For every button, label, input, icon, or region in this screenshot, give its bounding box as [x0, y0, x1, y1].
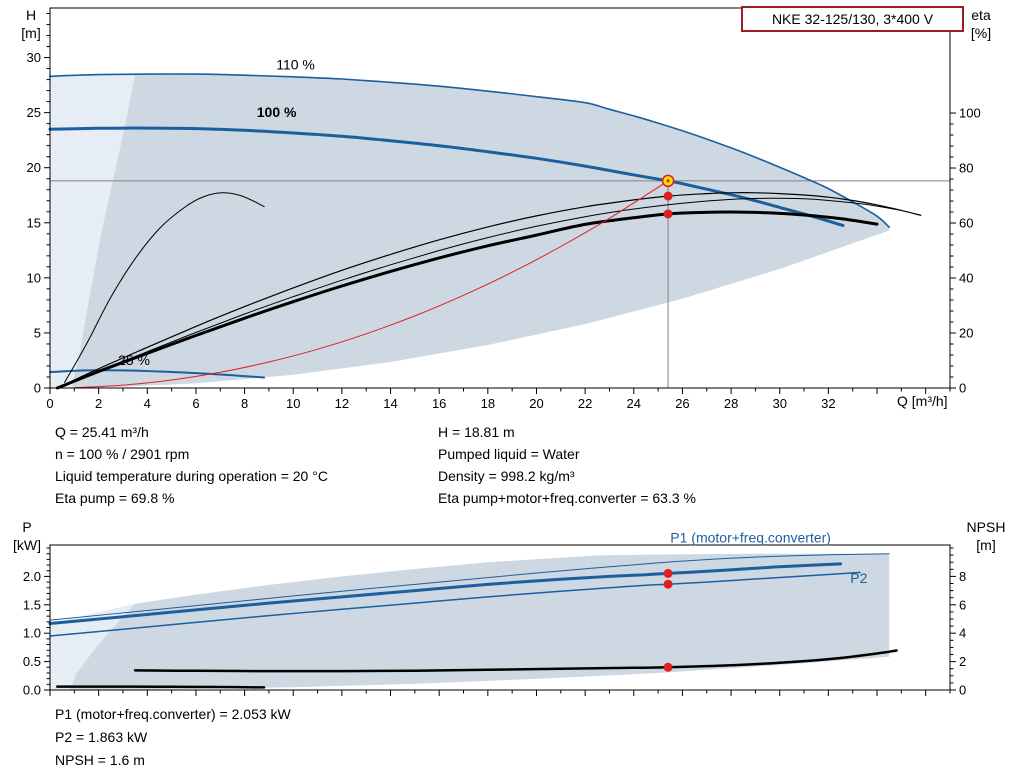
y-tick-label: 1.5: [23, 597, 41, 612]
result-point-marker: [663, 209, 673, 219]
curve-p1-envelope-top: [49, 553, 890, 621]
y2-tick-label: 20: [959, 326, 973, 341]
chart-1: 0.0 0.5 1.0 1.5 2.0 0 2 4 6 8 P1 (motor+freq.conve…: [13, 519, 1005, 698]
y-axis-title: [m]: [21, 25, 40, 41]
liquid-temp-line: Liquid temperature during operation = 20…: [55, 468, 328, 484]
x-tick-label: 0: [46, 396, 53, 411]
y2-axis-title: eta: [971, 7, 991, 23]
curve-p1-motor-freq-converter: [48, 562, 842, 625]
x-tick-label: 32: [821, 396, 835, 411]
curve-npsh-curve: [133, 649, 898, 673]
result-point-marker: [663, 662, 673, 672]
y-tick-label: 15: [27, 215, 41, 230]
p1-value-line: P1 (motor+freq.converter) = 2.053 kW: [55, 706, 291, 722]
power-envelope: [69, 553, 890, 690]
x-tick-label: 8: [241, 396, 248, 411]
duty-results-left-column: Q = 25.41 m³/h n = 100 % / 2901 rpm Liqu…: [55, 421, 328, 509]
pump-model-title-box: NKE 32-125/130, 3*400 V: [741, 6, 964, 32]
x-tick-label: 4: [144, 396, 151, 411]
y-tick-label: 1.0: [23, 626, 41, 641]
eta-total-line: Eta pump+motor+freq.converter = 63.3 %: [438, 490, 696, 506]
plot-border: [49, 544, 951, 691]
result-point-marker: [663, 579, 673, 589]
x-tick-label: 2: [95, 396, 102, 411]
x-tick-label: 20: [529, 396, 543, 411]
y2-tick-label: 60: [959, 216, 973, 231]
speed-value-line: n = 100 % / 2901 rpm: [55, 446, 190, 462]
y-tick-label: 30: [27, 50, 41, 65]
curve-eta-reduced-speed: [64, 192, 265, 383]
operating-point-center-dot: [666, 179, 670, 183]
x-tick-label: 10: [286, 396, 300, 411]
x-axis-title: Q [m³/h]: [897, 393, 948, 409]
y-tick-label: 10: [27, 270, 41, 285]
y2-tick-label: 2: [959, 654, 966, 669]
power-results-block: P1 (motor+freq.converter) = 2.053 kW P2 …: [55, 703, 291, 772]
y-tick-label: 5: [34, 325, 41, 340]
x-tick-label: 18: [481, 396, 495, 411]
y2-axis-title: NPSH: [967, 519, 1006, 535]
y2-tick-label: 8: [959, 569, 966, 584]
curve-p-reduced-speed: [56, 685, 266, 689]
curve-label: P1 (motor+freq.converter): [670, 529, 831, 545]
x-tick-label: 12: [335, 396, 349, 411]
result-point-marker: [663, 568, 673, 578]
y-axis-title: H: [26, 7, 36, 23]
curve-speed-110pct: [49, 73, 890, 228]
p2-value-line: P2 = 1.863 kW: [55, 729, 148, 745]
y2-tick-label: 40: [959, 271, 973, 286]
y2-tick-label: 100: [959, 106, 981, 121]
curve-speed-100pct: [48, 126, 845, 227]
y-axis-title: [kW]: [13, 537, 41, 553]
density-line: Density = 998.2 kg/m³: [438, 468, 575, 484]
y2-tick-label: 4: [959, 626, 966, 641]
curve-affinity-parabola: [73, 180, 669, 389]
curve-p2-shaft-power: [49, 571, 861, 637]
y-tick-label: 0: [34, 381, 41, 396]
x-tick-label: 6: [192, 396, 199, 411]
y-tick-label: 2.0: [23, 569, 41, 584]
curve-eta-pump-secondary: [56, 197, 902, 389]
y-tick-label: 0.0: [23, 683, 41, 698]
x-tick-label: 28: [724, 396, 738, 411]
y2-tick-label: 0: [959, 683, 966, 698]
y2-tick-label: 80: [959, 161, 973, 176]
x-tick-label: 30: [772, 396, 786, 411]
operating-envelope: [71, 74, 890, 388]
result-point-marker: [663, 191, 673, 201]
curve-label: P2: [850, 570, 867, 586]
y-tick-label: 25: [27, 105, 41, 120]
y2-tick-label: 6: [959, 597, 966, 612]
curve-label: 25 %: [118, 352, 150, 368]
curve-eta-total: [55, 210, 879, 390]
plot-border: [49, 7, 951, 389]
pump-model-label: NKE 32-125/130, 3*400 V: [771, 11, 934, 27]
y-tick-label: 20: [27, 160, 41, 175]
duty-results-right-column: H = 18.81 m Pumped liquid = Water Densit…: [438, 421, 696, 509]
chart-0: 0 2 4 6 8 10 12 14 16 18 20 22 24 26 28 30 3205101520253…: [21, 7, 991, 411]
curve-speed-25pct: [49, 369, 266, 379]
x-tick-label: 14: [383, 396, 397, 411]
npsh-value-line: NPSH = 1.6 m: [55, 752, 145, 768]
y2-axis-title: [%]: [971, 25, 991, 41]
envelope-low-flow: [50, 74, 136, 388]
curve-label: 110 %: [276, 57, 315, 73]
curve-eta-pump: [56, 192, 922, 389]
y2-axis-title: [m]: [976, 537, 995, 553]
power-envelope-low-flow: [50, 603, 136, 690]
eta-pump-line: Eta pump = 69.8 %: [55, 490, 175, 506]
curve-label: 100 %: [257, 104, 297, 120]
y2-tick-label: 0: [959, 381, 966, 396]
x-tick-label: 24: [627, 396, 641, 411]
x-tick-label: 22: [578, 396, 592, 411]
head-value-line: H = 18.81 m: [438, 424, 515, 440]
y-axis-title: P: [22, 519, 31, 535]
x-tick-label: 26: [675, 396, 689, 411]
y-tick-label: 0.5: [23, 654, 41, 669]
pumped-liquid-line: Pumped liquid = Water: [438, 446, 580, 462]
x-tick-label: 16: [432, 396, 446, 411]
flow-value-line: Q = 25.41 m³/h: [55, 424, 149, 440]
